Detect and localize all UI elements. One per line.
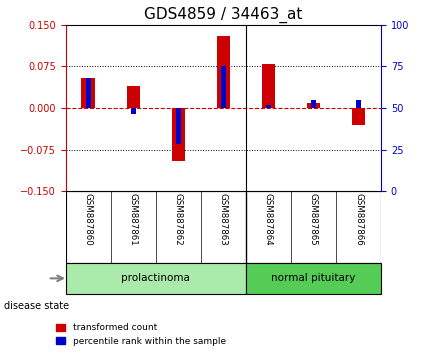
Text: GSM887861: GSM887861	[129, 193, 138, 246]
Text: disease state: disease state	[4, 301, 70, 311]
Text: prolactinoma: prolactinoma	[121, 273, 190, 283]
Bar	[81, 78, 95, 108]
Text: normal pituitary: normal pituitary	[271, 273, 356, 283]
Title: GDS4859 / 34463_at: GDS4859 / 34463_at	[144, 7, 303, 23]
Bar	[217, 36, 230, 108]
Bar	[172, 108, 185, 161]
Bar	[221, 67, 226, 108]
Bar	[85, 78, 91, 108]
Bar	[352, 108, 365, 125]
Text: GSM887863: GSM887863	[219, 193, 228, 246]
Text: GSM887860: GSM887860	[84, 193, 93, 246]
Text: GSM887865: GSM887865	[309, 193, 318, 246]
Bar	[307, 103, 320, 108]
Bar	[311, 100, 316, 108]
Bar	[176, 108, 181, 144]
FancyBboxPatch shape	[246, 263, 381, 294]
Legend: transformed count, percentile rank within the sample: transformed count, percentile rank withi…	[53, 320, 229, 349]
FancyBboxPatch shape	[66, 263, 246, 294]
Text: GSM887866: GSM887866	[354, 193, 363, 246]
Text: GSM887862: GSM887862	[174, 193, 183, 246]
Bar	[356, 100, 361, 108]
Bar	[131, 108, 136, 114]
Bar	[127, 86, 140, 108]
Bar	[261, 64, 275, 108]
Text: GSM887864: GSM887864	[264, 193, 273, 246]
Bar	[266, 105, 271, 108]
